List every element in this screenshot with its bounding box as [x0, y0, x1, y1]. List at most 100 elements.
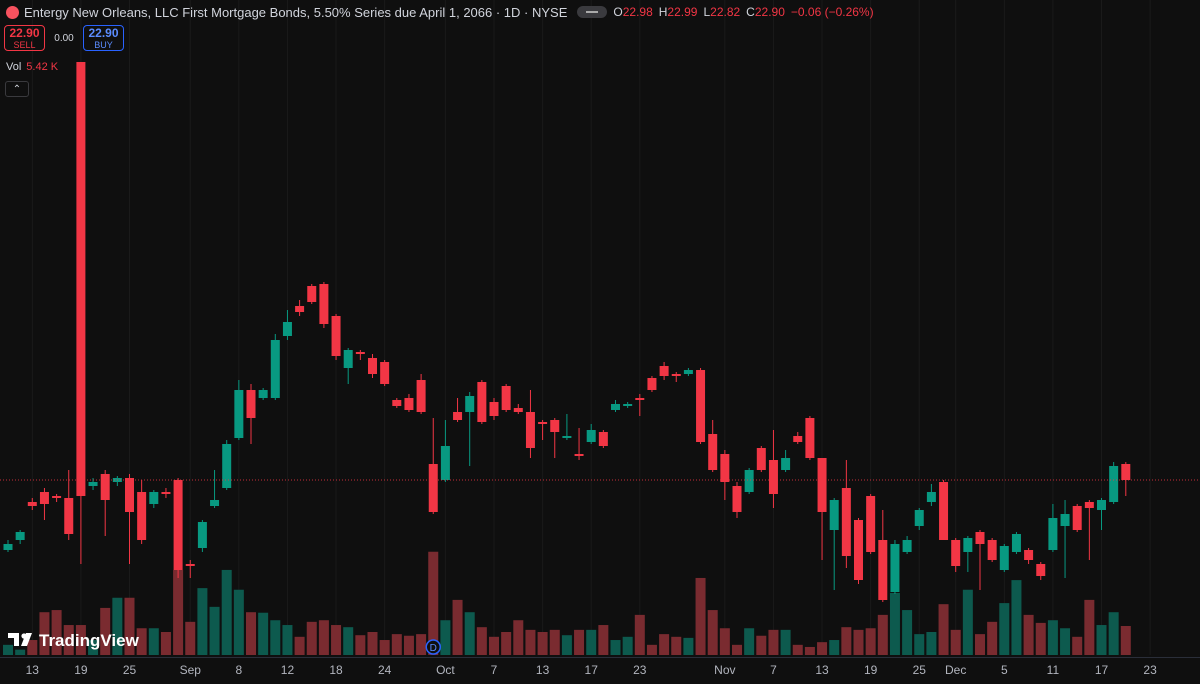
dividend-marker[interactable]: D: [425, 639, 441, 655]
time-axis: 13 19 25 Sep 8 12 18 24 Oct 7 13 17 23 Nov 7 13 19 25 Dec 5…: [26, 663, 1157, 677]
volume-bar: [476, 627, 487, 655]
volume-bar: [440, 620, 451, 655]
candle-body: [829, 500, 839, 530]
ohlc-values: O22.98 H22.99 L22.82 C22.90: [613, 5, 785, 19]
volume-bar: [51, 610, 62, 655]
volume-bar: [1060, 628, 1071, 655]
candle-body: [161, 492, 171, 494]
volume-layer: [3, 551, 1131, 655]
volume-bar: [962, 589, 973, 655]
volume-bar: [719, 628, 730, 655]
volume-bar: [659, 634, 670, 655]
x-tick-label: 5: [1001, 663, 1008, 677]
volume-bar: [622, 636, 633, 655]
candle-body: [987, 540, 997, 560]
collapse-button[interactable]: ⌃: [5, 81, 29, 97]
volume-bar: [75, 625, 86, 655]
x-tick-label: 18: [329, 663, 343, 677]
candle-body: [914, 510, 924, 526]
volume-bar: [246, 612, 256, 655]
watermark: TradingView: [8, 631, 140, 650]
x-tick-label: 24: [378, 663, 392, 677]
x-tick-label: Sep: [180, 663, 202, 677]
volume-bar: [586, 629, 597, 655]
x-tick-label: 19: [864, 663, 878, 677]
volume-bar: [39, 612, 50, 655]
candle-body: [744, 470, 754, 492]
volume-bar: [403, 635, 414, 655]
buy-label: BUY: [94, 40, 113, 50]
volume-value: 5.42 K: [26, 61, 59, 73]
volume-bar: [646, 644, 657, 655]
candle-body: [635, 398, 645, 400]
volume-bar: [391, 634, 402, 655]
volume-bar: [1035, 622, 1046, 655]
volume-bar: [88, 640, 99, 655]
toggle[interactable]: [577, 6, 608, 18]
candle-body: [951, 540, 961, 566]
candle-body: [295, 306, 305, 312]
volume-bar: [1072, 636, 1083, 655]
ohlc-item: C22.90: [746, 5, 785, 19]
buy-button[interactable]: 22.90 BUY: [83, 25, 124, 51]
volume-bar: [148, 628, 159, 655]
volume-bar: [999, 603, 1010, 655]
candle-body: [1024, 550, 1034, 560]
candle-body: [465, 396, 475, 412]
candle-body: [453, 412, 463, 420]
volume-bar: [355, 635, 366, 655]
volume-bar: [561, 635, 572, 655]
candle-body: [574, 454, 584, 456]
ohlc-value: 22.98: [622, 5, 653, 19]
candle-body: [307, 286, 317, 302]
candle-body: [854, 520, 863, 580]
x-tick-label: 7: [770, 663, 777, 677]
volume-bar: [610, 640, 621, 655]
volume-bar: [343, 627, 354, 655]
ohlc-value: 22.90: [754, 5, 785, 19]
candle-body: [756, 448, 766, 470]
volume-bar: [3, 644, 13, 655]
volume-bar: [112, 597, 123, 655]
candle-body: [939, 482, 949, 540]
candle-body: [525, 412, 535, 448]
candle-body: [355, 352, 365, 354]
volume-bar: [987, 621, 998, 655]
candle-body: [793, 436, 803, 442]
x-tick-label: 13: [26, 663, 40, 677]
candle-body: [501, 386, 511, 410]
candle-body: [477, 382, 487, 422]
sell-button[interactable]: 22.90 SELL: [4, 25, 45, 51]
volume-bar: [841, 627, 852, 655]
volume-bar: [331, 625, 342, 655]
price-change: −0.06 (−0.26%): [790, 5, 874, 19]
volume-bar: [306, 621, 317, 655]
header: Entergy New Orleans, LLC First Mortgage …: [6, 3, 874, 21]
volume-bar: [634, 614, 645, 655]
candle-body: [1084, 502, 1094, 508]
volume-bar: [416, 634, 427, 655]
candle-body: [197, 522, 207, 548]
candle-body: [149, 492, 159, 504]
candle-body: [999, 546, 1009, 570]
candle-body: [39, 492, 49, 504]
candle-body: [513, 408, 523, 412]
volume-bar: [294, 636, 305, 655]
candle-body: [538, 422, 548, 424]
symbol-title[interactable]: Entergy New Orleans, LLC First Mortgage …: [24, 4, 568, 20]
candle-body: [708, 434, 718, 470]
x-tick-label: 17: [585, 663, 599, 677]
x-tick-label: 13: [536, 663, 550, 677]
candle-body: [404, 398, 414, 410]
volume-bar: [683, 637, 694, 655]
candle-body: [1011, 534, 1021, 552]
volume-bar: [464, 612, 475, 655]
candle-body: [440, 446, 450, 480]
ohlc-key: C: [746, 5, 755, 19]
volume-bar: [598, 625, 609, 655]
volume-bar: [804, 646, 815, 655]
candle-body: [222, 444, 232, 488]
candle-body: [841, 488, 851, 556]
candle-body: [416, 380, 426, 412]
